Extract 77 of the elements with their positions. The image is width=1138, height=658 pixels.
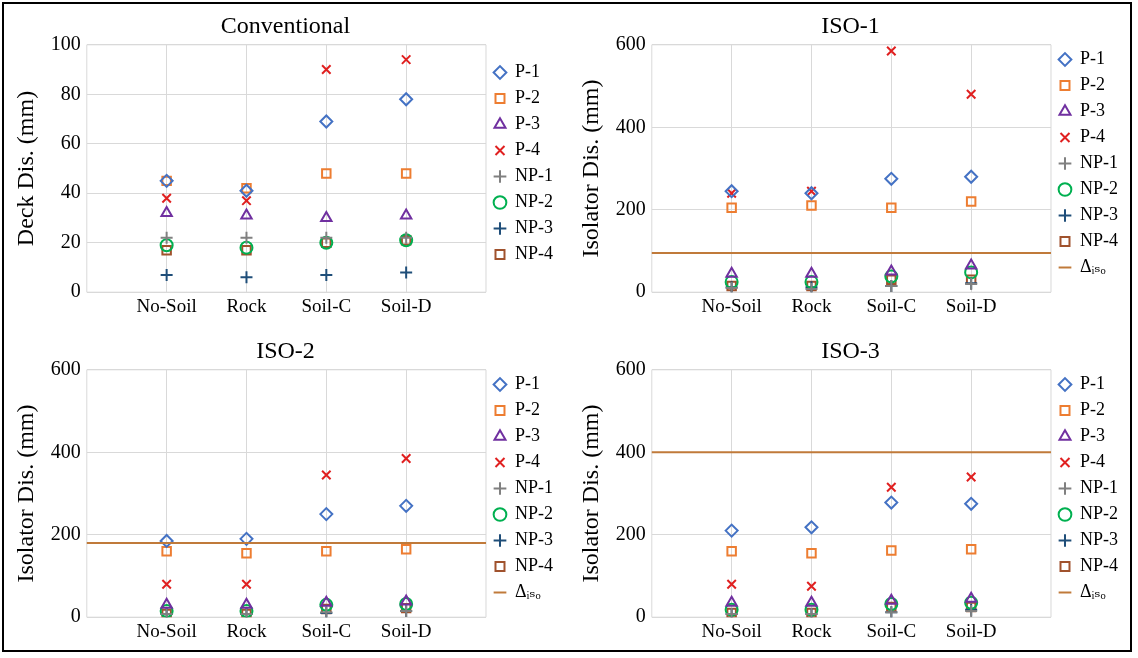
y-tick-label: 100: [50, 32, 81, 55]
legend-label: NP-2: [515, 191, 554, 212]
x-tick-label: Soil-C: [301, 294, 352, 316]
legend-label: P-3: [515, 113, 541, 134]
legend-label: Δᵢₛₒ: [515, 581, 541, 602]
legend-label: NP-2: [515, 503, 554, 524]
legend-label: P-4: [515, 139, 541, 160]
y-tick-label: 20: [60, 229, 81, 252]
y-axis-title: Isolator Dis. (mm): [576, 404, 603, 583]
legend-label: P-1: [515, 61, 541, 82]
x-tick-label: Soil-C: [301, 619, 352, 641]
x-tick-label: Rock: [791, 619, 833, 641]
legend-label: NP-3: [1080, 529, 1119, 550]
x-tick-label: Soil-D: [380, 619, 432, 641]
legend-label: NP-2: [1080, 503, 1119, 524]
legend-label: P-2: [1080, 399, 1106, 420]
x-tick-label: Soil-C: [866, 619, 917, 641]
legend-label: Δᵢₛₒ: [1080, 581, 1106, 602]
chart-title: Conventional: [220, 11, 351, 38]
legend-label: P-2: [515, 87, 541, 108]
y-tick-label: 600: [615, 357, 646, 380]
x-tick-label: Soil-D: [945, 294, 997, 316]
legend-label: NP-4: [515, 243, 554, 264]
x-tick-label: Rock: [226, 619, 268, 641]
legend-label: P-1: [515, 373, 541, 394]
legend-label: NP-1: [1080, 477, 1119, 498]
legend-label: P-1: [1080, 48, 1106, 69]
x-tick-label: Rock: [791, 294, 833, 316]
legend-label: P-3: [1080, 100, 1106, 121]
legend-label: P-3: [515, 425, 541, 446]
legend-label: P-4: [1080, 126, 1106, 147]
y-tick-label: 200: [615, 196, 646, 219]
x-tick-label: Rock: [226, 294, 268, 316]
legend-label: P-1: [1080, 373, 1106, 394]
y-tick-label: 80: [60, 81, 81, 104]
legend-label: NP-4: [515, 555, 554, 576]
y-tick-label: 60: [60, 131, 81, 154]
x-tick-label: Soil-D: [380, 294, 432, 316]
chart-title: ISO-2: [256, 336, 315, 363]
y-tick-label: 0: [70, 279, 81, 302]
legend-label: NP-1: [1080, 152, 1119, 173]
y-axis-title: Isolator Dis. (mm): [576, 79, 603, 258]
chart-title: ISO-1: [821, 11, 880, 38]
legend-label: P-2: [515, 399, 541, 420]
legend-label: NP-2: [1080, 178, 1119, 199]
y-tick-label: 0: [70, 604, 81, 627]
legend-label: P-4: [1080, 451, 1106, 472]
ref-line-label: Δᵢₛₒ: [1080, 256, 1106, 277]
legend-label: NP-4: [1080, 555, 1119, 576]
legend-label: NP-4: [1080, 230, 1119, 251]
x-tick-label: No-Soil: [701, 294, 762, 316]
legend-label: P-4: [515, 451, 541, 472]
x-tick-label: Soil-C: [866, 294, 917, 316]
chart-title: ISO-3: [821, 336, 880, 363]
legend-label: NP-3: [1080, 204, 1119, 225]
y-tick-label: 200: [50, 521, 81, 544]
x-tick-label: No-Soil: [136, 619, 197, 641]
y-tick-label: 400: [615, 114, 646, 137]
legend-label: NP-3: [515, 529, 554, 550]
x-tick-label: No-Soil: [136, 294, 197, 316]
y-tick-label: 200: [615, 521, 646, 544]
y-tick-label: 0: [635, 279, 646, 302]
y-tick-label: 40: [60, 180, 81, 203]
x-tick-label: No-Soil: [701, 619, 762, 641]
y-axis-title: Isolator Dis. (mm): [11, 404, 38, 583]
x-tick-label: Soil-D: [945, 619, 997, 641]
y-tick-label: 400: [615, 439, 646, 462]
legend-label: NP-3: [515, 217, 554, 238]
legend-label: NP-1: [515, 477, 554, 498]
y-tick-label: 0: [635, 604, 646, 627]
legend-label: NP-1: [515, 165, 554, 186]
y-tick-label: 400: [50, 439, 81, 462]
y-axis-title: Deck Dis. (mm): [11, 90, 38, 247]
legend-label: P-3: [1080, 425, 1106, 446]
y-tick-label: 600: [50, 357, 81, 380]
legend-label: P-2: [1080, 74, 1106, 95]
y-tick-label: 600: [615, 32, 646, 55]
